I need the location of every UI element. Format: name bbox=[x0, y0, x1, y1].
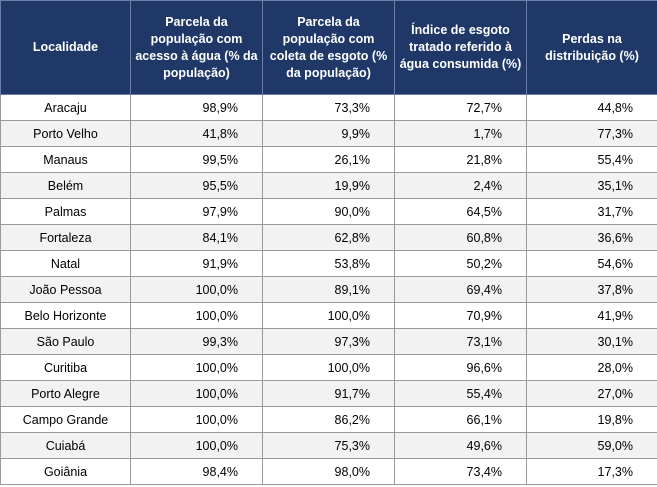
cell-coleta-esgoto: 89,1% bbox=[262, 276, 395, 303]
cell-localidade: Manaus bbox=[0, 146, 131, 173]
table-row: Cuiabá 100,0% 75,3% 49,6% 59,0% bbox=[0, 432, 657, 459]
cell-perdas: 35,1% bbox=[526, 172, 657, 199]
table-row: Manaus 99,5% 26,1% 21,8% 55,4% bbox=[0, 146, 657, 173]
cell-perdas: 27,0% bbox=[526, 380, 657, 407]
cell-esgoto-tratado: 66,1% bbox=[394, 406, 527, 433]
cell-esgoto-tratado: 1,7% bbox=[394, 120, 527, 147]
header-coleta-esgoto: Parcela da população com coleta de esgot… bbox=[262, 0, 395, 95]
table-header: Localidade Parcela da população com aces… bbox=[0, 0, 657, 95]
cell-esgoto-tratado: 49,6% bbox=[394, 432, 527, 459]
cell-localidade: Porto Alegre bbox=[0, 380, 131, 407]
cell-coleta-esgoto: 53,8% bbox=[262, 250, 395, 277]
cell-localidade: Fortaleza bbox=[0, 224, 131, 251]
cell-acesso-agua: 84,1% bbox=[130, 224, 263, 251]
cell-coleta-esgoto: 9,9% bbox=[262, 120, 395, 147]
table-row: Natal 91,9% 53,8% 50,2% 54,6% bbox=[0, 250, 657, 277]
cell-acesso-agua: 95,5% bbox=[130, 172, 263, 199]
cell-esgoto-tratado: 60,8% bbox=[394, 224, 527, 251]
cell-acesso-agua: 100,0% bbox=[130, 380, 263, 407]
cell-localidade: Belo Horizonte bbox=[0, 302, 131, 329]
cell-esgoto-tratado: 55,4% bbox=[394, 380, 527, 407]
cell-perdas: 54,6% bbox=[526, 250, 657, 277]
table-row: Campo Grande 100,0% 86,2% 66,1% 19,8% bbox=[0, 406, 657, 433]
header-esgoto-tratado: Índice de esgoto tratado referido à água… bbox=[394, 0, 527, 95]
cell-esgoto-tratado: 50,2% bbox=[394, 250, 527, 277]
cell-perdas: 28,0% bbox=[526, 354, 657, 381]
table-row: Aracaju 98,9% 73,3% 72,7% 44,8% bbox=[0, 94, 657, 121]
cell-perdas: 41,9% bbox=[526, 302, 657, 329]
table-row: Porto Velho 41,8% 9,9% 1,7% 77,3% bbox=[0, 120, 657, 147]
cell-coleta-esgoto: 100,0% bbox=[262, 354, 395, 381]
cell-localidade: São Paulo bbox=[0, 328, 131, 355]
cell-localidade: Goiânia bbox=[0, 458, 131, 485]
cell-coleta-esgoto: 26,1% bbox=[262, 146, 395, 173]
cell-esgoto-tratado: 64,5% bbox=[394, 198, 527, 225]
cell-acesso-agua: 100,0% bbox=[130, 276, 263, 303]
cell-localidade: Palmas bbox=[0, 198, 131, 225]
cell-coleta-esgoto: 98,0% bbox=[262, 458, 395, 485]
cell-perdas: 59,0% bbox=[526, 432, 657, 459]
cell-esgoto-tratado: 2,4% bbox=[394, 172, 527, 199]
cell-acesso-agua: 98,9% bbox=[130, 94, 263, 121]
header-perdas: Perdas na distribuição (%) bbox=[526, 0, 657, 95]
cell-perdas: 30,1% bbox=[526, 328, 657, 355]
cell-esgoto-tratado: 73,1% bbox=[394, 328, 527, 355]
cell-esgoto-tratado: 73,4% bbox=[394, 458, 527, 485]
cell-esgoto-tratado: 72,7% bbox=[394, 94, 527, 121]
table-row: Belo Horizonte 100,0% 100,0% 70,9% 41,9% bbox=[0, 302, 657, 329]
table-row: João Pessoa 100,0% 89,1% 69,4% 37,8% bbox=[0, 276, 657, 303]
cell-localidade: Natal bbox=[0, 250, 131, 277]
cell-localidade: Campo Grande bbox=[0, 406, 131, 433]
cell-coleta-esgoto: 97,3% bbox=[262, 328, 395, 355]
cell-esgoto-tratado: 96,6% bbox=[394, 354, 527, 381]
table-row: Fortaleza 84,1% 62,8% 60,8% 36,6% bbox=[0, 224, 657, 251]
table-row: São Paulo 99,3% 97,3% 73,1% 30,1% bbox=[0, 328, 657, 355]
cell-coleta-esgoto: 86,2% bbox=[262, 406, 395, 433]
cell-coleta-esgoto: 100,0% bbox=[262, 302, 395, 329]
cell-coleta-esgoto: 90,0% bbox=[262, 198, 395, 225]
cell-perdas: 17,3% bbox=[526, 458, 657, 485]
table-row: Porto Alegre 100,0% 91,7% 55,4% 27,0% bbox=[0, 380, 657, 407]
cell-esgoto-tratado: 69,4% bbox=[394, 276, 527, 303]
cell-esgoto-tratado: 21,8% bbox=[394, 146, 527, 173]
cell-acesso-agua: 41,8% bbox=[130, 120, 263, 147]
cell-localidade: Belém bbox=[0, 172, 131, 199]
table-row: Curitiba 100,0% 100,0% 96,6% 28,0% bbox=[0, 354, 657, 381]
cell-perdas: 44,8% bbox=[526, 94, 657, 121]
table-body: Aracaju 98,9% 73,3% 72,7% 44,8% Porto Velho 41… bbox=[0, 94, 657, 485]
cell-acesso-agua: 100,0% bbox=[130, 432, 263, 459]
cell-perdas: 19,8% bbox=[526, 406, 657, 433]
header-row: Localidade Parcela da população com aces… bbox=[0, 0, 657, 95]
table-row: Belém 95,5% 19,9% 2,4% 35,1% bbox=[0, 172, 657, 199]
table-row: Goiânia 98,4% 98,0% 73,4% 17,3% bbox=[0, 458, 657, 485]
cell-coleta-esgoto: 19,9% bbox=[262, 172, 395, 199]
cell-perdas: 37,8% bbox=[526, 276, 657, 303]
cell-localidade: Porto Velho bbox=[0, 120, 131, 147]
cell-perdas: 55,4% bbox=[526, 146, 657, 173]
cell-perdas: 31,7% bbox=[526, 198, 657, 225]
cell-esgoto-tratado: 70,9% bbox=[394, 302, 527, 329]
cell-acesso-agua: 100,0% bbox=[130, 302, 263, 329]
cell-acesso-agua: 91,9% bbox=[130, 250, 263, 277]
cell-acesso-agua: 99,5% bbox=[130, 146, 263, 173]
cell-acesso-agua: 99,3% bbox=[130, 328, 263, 355]
cell-acesso-agua: 97,9% bbox=[130, 198, 263, 225]
cell-perdas: 36,6% bbox=[526, 224, 657, 251]
cell-coleta-esgoto: 75,3% bbox=[262, 432, 395, 459]
cell-coleta-esgoto: 73,3% bbox=[262, 94, 395, 121]
header-localidade: Localidade bbox=[0, 0, 131, 95]
cell-coleta-esgoto: 62,8% bbox=[262, 224, 395, 251]
cell-perdas: 77,3% bbox=[526, 120, 657, 147]
cell-localidade: João Pessoa bbox=[0, 276, 131, 303]
cell-localidade: Aracaju bbox=[0, 94, 131, 121]
cell-localidade: Cuiabá bbox=[0, 432, 131, 459]
cell-localidade: Curitiba bbox=[0, 354, 131, 381]
cell-coleta-esgoto: 91,7% bbox=[262, 380, 395, 407]
cell-acesso-agua: 100,0% bbox=[130, 406, 263, 433]
cell-acesso-agua: 100,0% bbox=[130, 354, 263, 381]
table-row: Palmas 97,9% 90,0% 64,5% 31,7% bbox=[0, 198, 657, 225]
header-acesso-agua: Parcela da população com acesso à água (… bbox=[130, 0, 263, 95]
cell-acesso-agua: 98,4% bbox=[130, 458, 263, 485]
